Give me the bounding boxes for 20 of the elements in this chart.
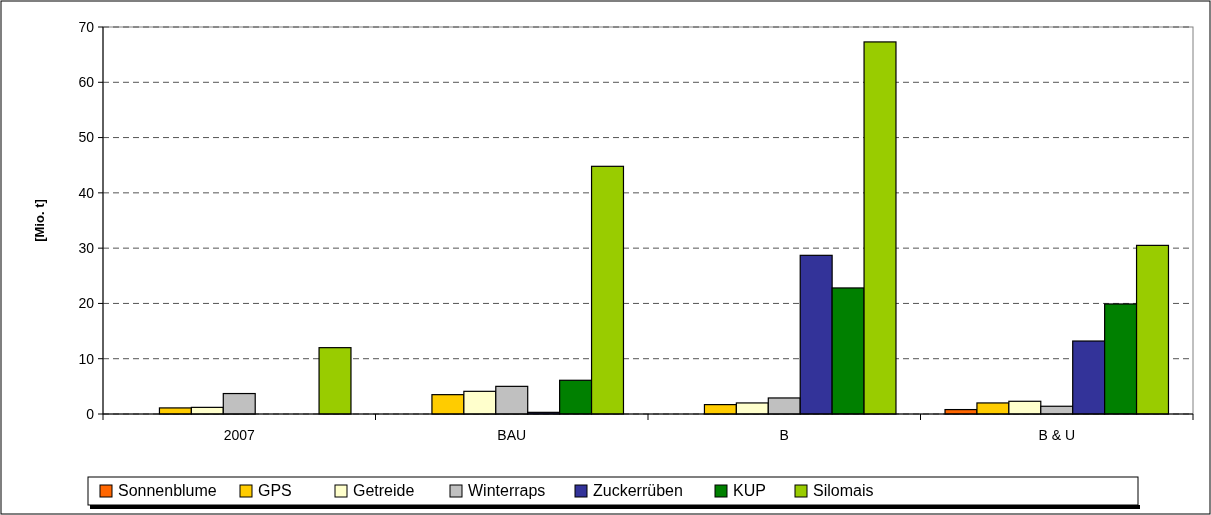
legend-label: Silomais [813,482,874,499]
y-tick-label: 50 [78,129,95,146]
x-tick-label: B & U [1038,427,1076,443]
y-tick-label: 10 [78,350,95,367]
legend-label: Sonnenblume [118,482,217,499]
y-tick-label: 30 [78,240,95,257]
y-tick-label: 40 [78,184,95,201]
legend-label: Getreide [353,482,415,499]
legend-label: KUP [733,482,766,499]
y-tick-label: 0 [86,405,95,422]
legend-label: Zuckerrüben [593,482,683,499]
x-tick-label: 2007 [223,427,256,443]
y-tick-label: 20 [78,295,95,312]
y-tick-label: 60 [78,74,95,91]
legend-label: GPS [258,482,292,499]
x-tick-label: BAU [497,427,527,443]
legend-label: Winterraps [468,482,546,499]
y-axis-title: [Mio. t] [32,199,47,242]
y-tick-label: 70 [78,18,95,35]
x-tick-label: B [779,427,789,443]
